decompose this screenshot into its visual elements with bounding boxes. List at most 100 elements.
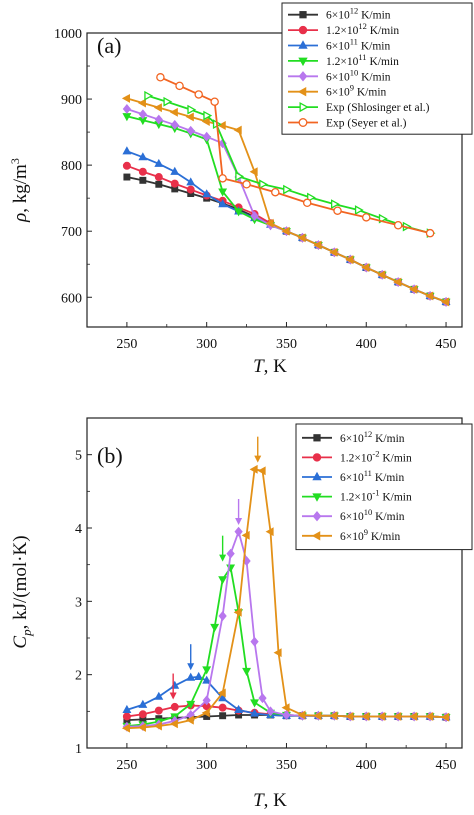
data-point <box>250 211 259 221</box>
legend-marker <box>312 493 322 502</box>
data-point <box>361 263 370 272</box>
data-point <box>187 104 197 115</box>
series-line <box>126 108 447 303</box>
data-point <box>170 119 179 130</box>
peak-arrow-head <box>219 554 227 562</box>
chart-panel-b: 250 300 350 400 450 1 2 3 4 5 T, K Cp, kJ/(mol·K) (b… <box>10 417 473 811</box>
panel-label: (b) <box>97 443 123 468</box>
legend-label: 6×1011 K/min <box>340 468 404 484</box>
data-point <box>185 715 194 725</box>
legend-marker <box>297 87 307 97</box>
data-point <box>170 702 179 711</box>
data-point <box>345 712 354 721</box>
data-point <box>154 158 164 167</box>
data-point <box>377 712 386 721</box>
legend-label: 1.2×1012 K/min <box>326 21 399 37</box>
data-point <box>218 576 228 585</box>
series-line <box>126 115 447 303</box>
data-point <box>202 131 211 142</box>
legend-label: 1.2×10-1 K/min <box>340 488 412 504</box>
data-point <box>425 712 434 721</box>
data-point <box>217 688 226 698</box>
data-point <box>137 723 146 732</box>
data-point <box>313 711 322 721</box>
data-point <box>210 97 219 106</box>
data-point <box>361 712 370 721</box>
y-tick-label: 1000 <box>54 27 82 42</box>
y-axis-title: ρ, kg/m3 <box>8 158 31 223</box>
data-point <box>154 706 163 715</box>
x-tick-label: 300 <box>196 758 217 773</box>
legend-label: 6×109 K/min <box>340 527 401 543</box>
y-tick-label: 3 <box>75 595 82 610</box>
x-axis-title: T, K <box>253 356 287 377</box>
x-tick-label: 400 <box>356 337 377 352</box>
data-point <box>313 240 322 250</box>
data-point <box>218 199 228 208</box>
data-point <box>154 691 164 700</box>
y-tick-label: 5 <box>75 449 82 464</box>
data-point <box>330 199 340 209</box>
data-point <box>186 177 196 186</box>
data-point <box>250 708 260 717</box>
y-axis-title: Cp, kJ/(mol·K) <box>10 535 34 648</box>
data-point <box>121 93 130 103</box>
legend-label: 1.2×1011 K/min <box>326 52 399 68</box>
data-point <box>266 706 275 717</box>
data-point <box>122 146 132 155</box>
peak-arrow-head <box>235 518 243 525</box>
series-line <box>126 530 447 728</box>
data-point <box>138 699 148 708</box>
data-point <box>297 710 306 720</box>
legend-label: Exp (Shlosinger et al.) <box>326 102 430 114</box>
data-point <box>250 636 259 647</box>
x-tick-label: 400 <box>356 758 377 773</box>
legend-marker <box>298 25 308 35</box>
data-point <box>241 530 250 540</box>
x-tick-label: 450 <box>436 337 457 352</box>
data-point <box>121 723 130 733</box>
data-point <box>234 704 244 713</box>
data-point <box>153 103 162 113</box>
data-point <box>329 711 338 721</box>
legend-box <box>295 423 473 551</box>
data-point <box>138 710 147 719</box>
data-point <box>258 693 267 704</box>
y-tick-label: 2 <box>75 669 82 684</box>
data-point <box>441 712 450 722</box>
data-point <box>259 179 269 190</box>
legend-marker <box>298 118 308 127</box>
data-point <box>218 188 228 197</box>
data-point <box>281 703 290 713</box>
data-point <box>377 270 386 280</box>
data-point <box>257 466 266 476</box>
chart-panel-a: 250 300 350 400 450 600 700 800 900 1000 T, K ρ, kg… <box>8 2 473 377</box>
peak-arrows <box>169 436 262 700</box>
data-point <box>271 187 280 197</box>
data-point <box>265 527 274 537</box>
plot-frame <box>86 417 463 749</box>
series-3 <box>122 113 451 307</box>
data-point <box>122 161 131 170</box>
data-point <box>234 208 244 217</box>
data-point <box>283 184 292 195</box>
data-point <box>170 179 179 188</box>
data-point <box>425 228 435 238</box>
data-point <box>138 109 147 120</box>
data-point <box>155 180 163 188</box>
y-axis: 1 2 3 4 5 <box>75 417 92 757</box>
legend-box <box>281 2 473 135</box>
data-point <box>201 117 210 126</box>
y-tick-label: 700 <box>61 225 82 240</box>
data-point <box>250 699 260 708</box>
data-point <box>154 173 163 182</box>
x-tick-label: 250 <box>116 337 137 352</box>
legend-marker <box>299 102 309 113</box>
data-point <box>137 98 146 108</box>
data-point <box>169 719 178 729</box>
legend-marker <box>298 57 308 67</box>
data-point <box>202 666 212 675</box>
x-tick-label: 250 <box>116 758 137 773</box>
x-axis: 250 300 350 400 450 <box>86 322 457 352</box>
